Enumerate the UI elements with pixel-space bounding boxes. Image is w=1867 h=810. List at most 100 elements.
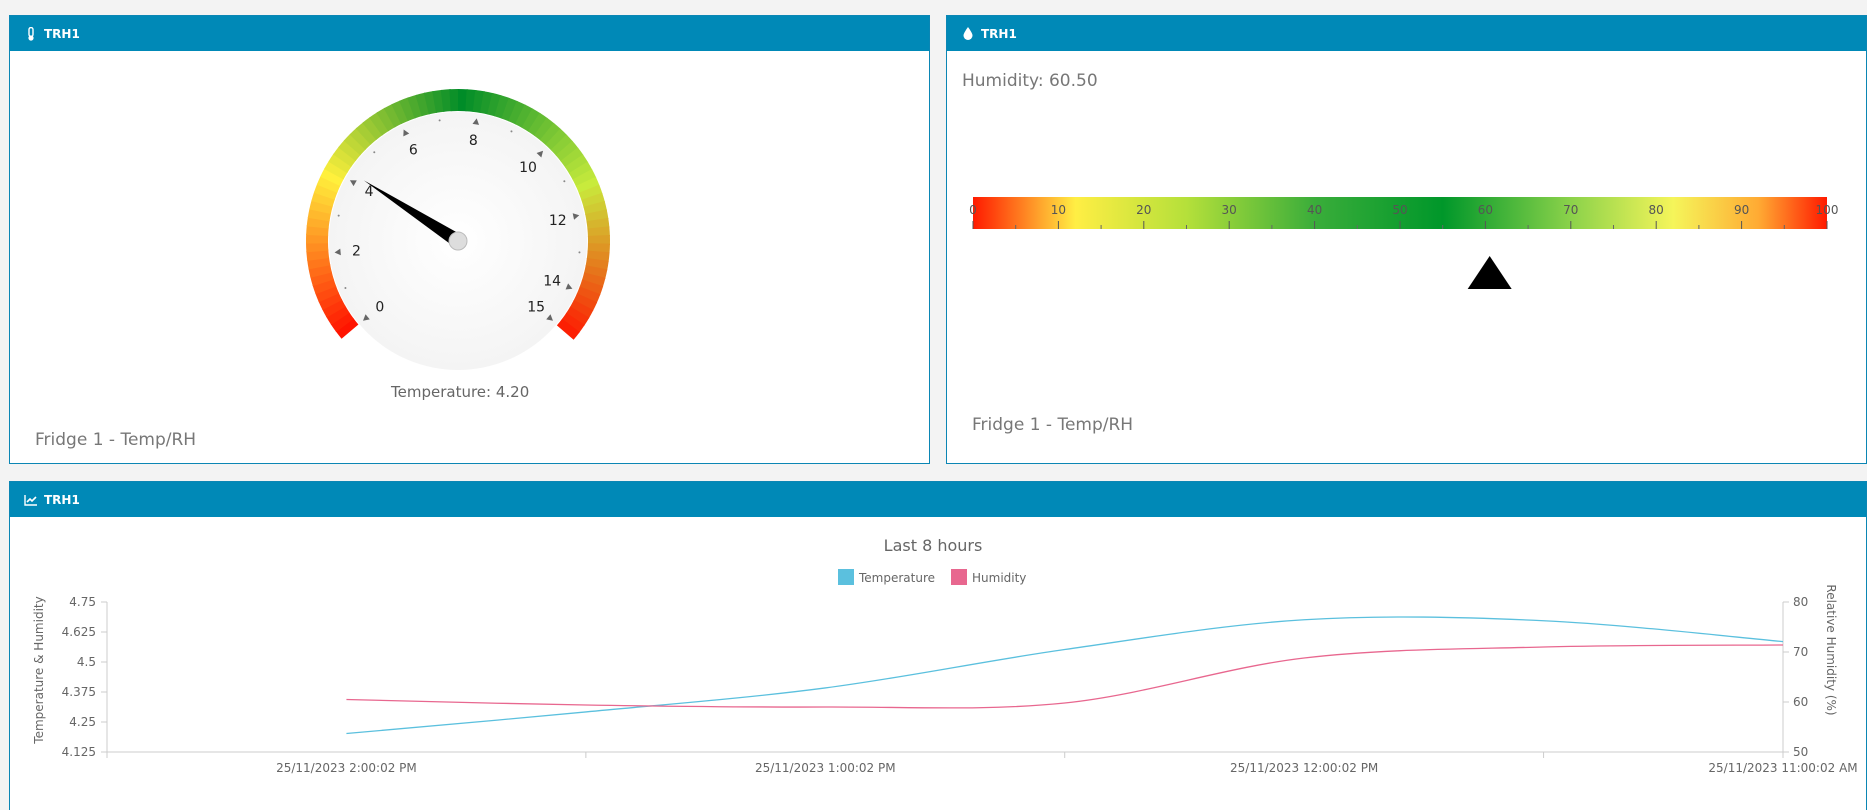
gauge-band-segment	[349, 127, 372, 150]
humidity-tick-label: 10	[1051, 203, 1066, 217]
gauge-caption: Fridge 1 - Temp/RH	[35, 430, 197, 450]
gauge-band-segment	[312, 278, 337, 295]
humidity-caption: Fridge 1 - Temp/RH	[972, 415, 1134, 435]
gauge-band-segment	[587, 226, 610, 238]
x-tick-label: 25/11/2023 12:00:02 PM	[1230, 761, 1378, 775]
gauge-band-segment	[494, 95, 510, 119]
gauge-band-segment	[362, 116, 383, 140]
temperature-readout: Temperature: 4.20	[391, 383, 530, 401]
gauge-band-segment	[576, 286, 601, 304]
gauge-needle	[363, 180, 462, 247]
temperature-gauge-panel: TRH1 0 2 4 6 8 10 12 14 15 Temperature: 4.20 Fri…	[9, 15, 930, 464]
temperature-gauge: 0 2 4 6 8 10 12 14 15	[306, 89, 610, 370]
x-tick-label: 25/11/2023 1:00:02 PM	[755, 761, 896, 775]
panel-title: TRH1	[981, 26, 1017, 41]
y-left-tick-label: 4.125	[62, 745, 96, 759]
humidity-tick-label: 20	[1136, 203, 1151, 217]
chart-title: Last 8 hours	[884, 536, 983, 555]
gauge-band-segment	[407, 94, 423, 119]
gauge-band-segment	[568, 161, 593, 181]
gauge-band-segment	[313, 183, 338, 200]
x-tick-label: 25/11/2023 11:00:02 AM	[1708, 761, 1857, 775]
panel-header: TRH1	[947, 16, 1866, 51]
gauge-major-tick	[572, 213, 580, 220]
droplet-icon	[961, 27, 975, 41]
gauge-tick-label: 15	[527, 300, 545, 316]
gauge-band-segment	[587, 243, 610, 254]
gauge-band-segment	[572, 169, 597, 188]
gauge-band-segment	[480, 91, 494, 115]
gauge-band-segment	[315, 285, 340, 303]
gauge-band-segment	[338, 139, 361, 161]
gauge-major-tick	[334, 248, 341, 256]
humidity-tick-label: 0	[969, 203, 977, 217]
gauge-band-segment	[307, 208, 332, 222]
gauge-band-segment	[440, 89, 452, 112]
gauge-minor-tick	[510, 130, 513, 133]
gauge-band-segment	[369, 112, 390, 136]
series-line-temperature	[346, 616, 1784, 735]
gauge-band-segment	[587, 235, 610, 245]
gauge-band-segment	[306, 249, 330, 261]
gauge-major-tick	[472, 118, 480, 125]
gauge-band-segment	[432, 89, 445, 113]
gauge-tick-label: 6	[409, 142, 418, 158]
x-tick-label: 25/11/2023 2:00:02 PM	[276, 761, 417, 775]
gauge-band-segment	[579, 279, 604, 296]
gauge-band-segment	[487, 92, 502, 117]
humidity-tick-label: 80	[1649, 203, 1664, 217]
gauge-band-segment	[376, 107, 396, 132]
gauge-tick-label: 2	[352, 243, 361, 259]
y-left-tick-label: 4.625	[62, 625, 96, 639]
gauge-band-segment	[399, 97, 416, 122]
gauge-band-segment	[575, 176, 600, 194]
gauge-band-segment	[310, 271, 334, 287]
chart-legend: Temperature Humidity	[838, 569, 1026, 585]
gauge-minor-tick	[563, 180, 566, 183]
gauge-major-tick	[349, 180, 357, 187]
gauge-band-segment	[578, 184, 603, 201]
legend-swatch-humidity	[951, 569, 967, 585]
gauge-band-segment	[565, 306, 590, 326]
gauge-major-tick	[536, 150, 544, 158]
humidity-readout: Humidity: 60.50	[962, 71, 1098, 91]
panel-title: TRH1	[44, 492, 80, 507]
gauge-band-segment	[449, 89, 460, 112]
humidity-tick-label: 70	[1563, 203, 1578, 217]
gauge-band-segment	[527, 112, 548, 137]
gauge-tick-label: 12	[549, 213, 567, 229]
gauge-band-segment	[330, 311, 354, 332]
gauge-band-segment	[324, 160, 348, 180]
y-right-tick-label: 60	[1793, 695, 1808, 709]
gauge-minor-tick	[438, 119, 441, 122]
gauge-tick-label: 8	[469, 133, 478, 149]
gauge-band-segment	[321, 299, 346, 318]
gauge-minor-tick	[337, 214, 340, 217]
gauge-band-segment	[458, 89, 468, 112]
humidity-tick-label: 30	[1222, 203, 1237, 217]
humidity-tick-label: 60	[1478, 203, 1493, 217]
panel-header: TRH1	[10, 482, 1866, 517]
gauge-band-segment	[561, 312, 585, 333]
gauge-band-segment	[391, 100, 409, 125]
gauge-tick-label: 0	[375, 300, 384, 316]
y-left-tick-label: 4.5	[77, 655, 96, 669]
gauge-band-segment	[316, 175, 341, 193]
gauge-band-segment	[533, 117, 555, 141]
humidity-tick-label: 100	[1816, 203, 1839, 217]
gauge-minor-tick	[373, 151, 376, 154]
gauge-band-segment	[545, 128, 568, 151]
gauge-band-segment	[539, 122, 562, 146]
y-right-tick-label: 50	[1793, 745, 1808, 759]
humidity-tick-label: 90	[1734, 203, 1749, 217]
series-line-humidity	[346, 644, 1784, 709]
gauge-band-segment	[501, 97, 518, 122]
gauge-band-segment	[318, 292, 343, 311]
gauge-tick-label: 4	[365, 184, 374, 200]
gauge-band-segment	[560, 147, 584, 168]
humidity-marker	[1467, 256, 1512, 289]
humidity-tick-label: 50	[1392, 203, 1407, 217]
gauge-band-segment	[333, 146, 357, 167]
legend-label-temperature: Temperature	[858, 571, 935, 585]
gauge-band-segment	[328, 153, 352, 174]
